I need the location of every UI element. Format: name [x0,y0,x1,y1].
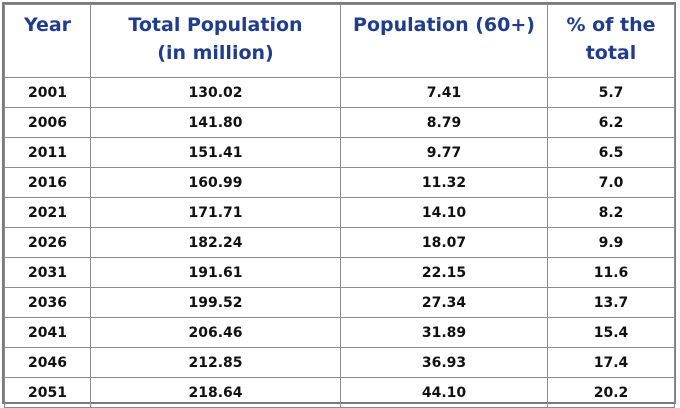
cell-population-60: 7.41 [340,77,548,108]
table-row: 2011 151.41 9.77 6.5 [4,137,675,168]
cell-percent-total: 20.2 [547,377,675,408]
cell-total-population: 151.41 [90,137,341,168]
cell-percent-total: 13.7 [547,287,675,318]
cell-year: 2046 [4,347,91,378]
cell-year: 2051 [4,377,91,408]
table-row: 2036 199.52 27.34 13.7 [4,287,675,318]
cell-year: 2006 [4,107,91,138]
table-row: 2016 160.99 11.32 7.0 [4,167,675,198]
cell-total-population: 141.80 [90,107,341,138]
table-row: 2026 182.24 18.07 9.9 [4,227,675,258]
cell-percent-total: 7.0 [547,167,675,198]
table-row: 2006 141.80 8.79 6.2 [4,107,675,138]
header-pct-line1: % of the [566,14,656,36]
table-row: 2031 191.61 22.15 11.6 [4,257,675,288]
cell-percent-total: 6.2 [547,107,675,138]
header-total-line2: (in million) [157,42,274,64]
cell-total-population: 206.46 [90,317,341,348]
cell-population-60: 9.77 [340,137,548,168]
cell-population-60: 31.89 [340,317,548,348]
cell-population-60: 27.34 [340,287,548,318]
cell-total-population: 218.64 [90,377,341,408]
cell-population-60: 8.79 [340,107,548,138]
cell-percent-total: 8.2 [547,197,675,228]
cell-population-60: 36.93 [340,347,548,378]
cell-population-60: 18.07 [340,227,548,258]
cell-year: 2021 [4,197,91,228]
cell-population-60: 44.10 [340,377,548,408]
header-year-label: Year [23,14,72,36]
header-pct-line2: total [585,42,637,64]
cell-percent-total: 6.5 [547,137,675,168]
population-table: Year Total Population (in million) Popul… [4,4,675,408]
cell-total-population: 182.24 [90,227,341,258]
cell-population-60: 11.32 [340,167,548,198]
cell-percent-total: 17.4 [547,347,675,378]
cell-population-60: 22.15 [340,257,548,288]
cell-year: 2016 [4,167,91,198]
header-row: Year Total Population (in million) Popul… [4,4,675,78]
table-row: 2041 206.46 31.89 15.4 [4,317,675,348]
table-body: 2001 130.02 7.41 5.7 2006 141.80 8.79 6.2 2011 15… [4,77,675,408]
cell-percent-total: 15.4 [547,317,675,348]
cell-percent-total: 9.9 [547,227,675,258]
table-row: 2021 171.71 14.10 8.2 [4,197,675,228]
cell-percent-total: 5.7 [547,77,675,108]
header-total-line1: Total Population [128,14,303,36]
cell-year: 2031 [4,257,91,288]
cell-year: 2036 [4,287,91,318]
header-percent-total: % of the total [547,4,675,78]
table-row: 2051 218.64 44.10 20.2 [4,377,675,408]
cell-year: 2011 [4,137,91,168]
cell-percent-total: 11.6 [547,257,675,288]
header-total-population: Total Population (in million) [90,4,341,78]
table-row: 2001 130.02 7.41 5.7 [4,77,675,108]
header-population-60: Population (60+) [340,4,548,78]
cell-year: 2041 [4,317,91,348]
cell-total-population: 171.71 [90,197,341,228]
header-year: Year [4,4,91,78]
cell-total-population: 191.61 [90,257,341,288]
cell-year: 2026 [4,227,91,258]
cell-total-population: 130.02 [90,77,341,108]
header-pop60-label: Population (60+) [353,14,535,36]
cell-total-population: 212.85 [90,347,341,378]
cell-total-population: 160.99 [90,167,341,198]
cell-total-population: 199.52 [90,287,341,318]
cell-year: 2001 [4,77,91,108]
cell-population-60: 14.10 [340,197,548,228]
table-row: 2046 212.85 36.93 17.4 [4,347,675,378]
